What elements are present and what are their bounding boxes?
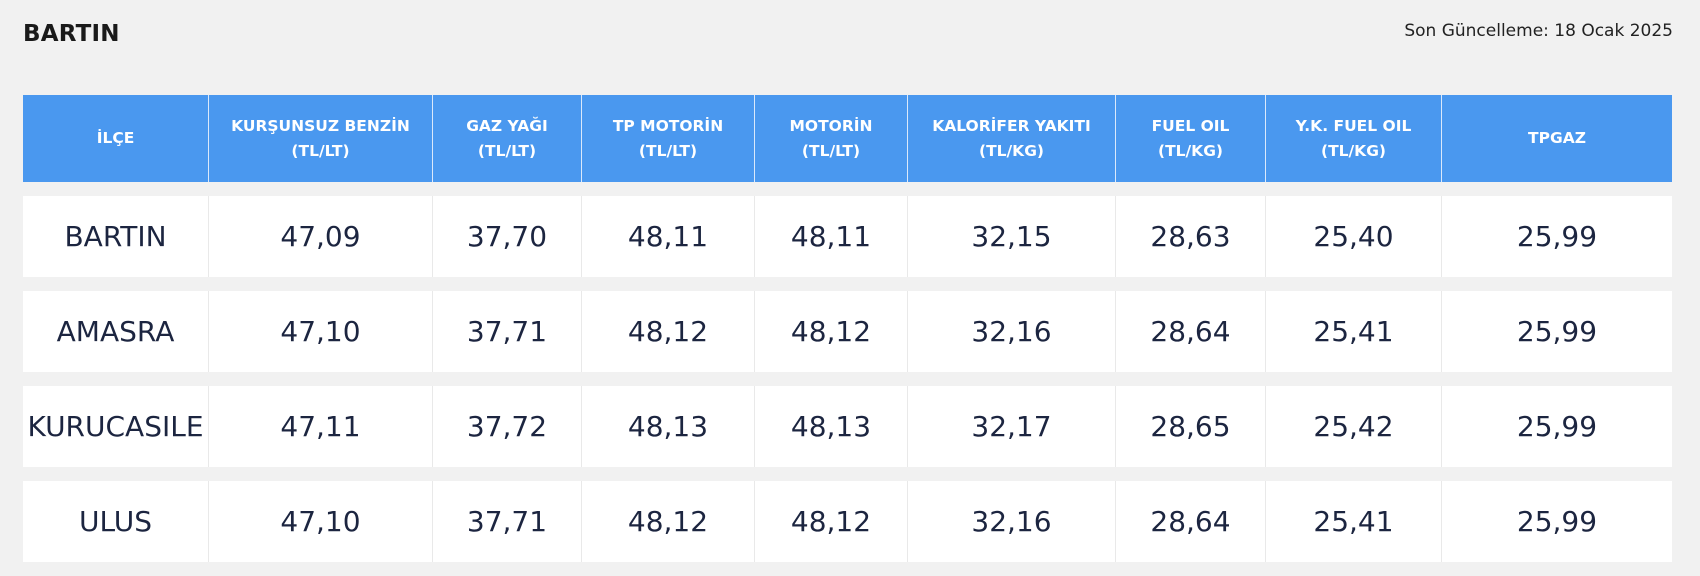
cell-price: 48,12	[755, 291, 908, 372]
cell-price: 47,10	[209, 481, 433, 562]
cell-price: 32,17	[908, 386, 1116, 467]
cell-price: 48,13	[755, 386, 908, 467]
cell-price: 37,72	[433, 386, 582, 467]
column-header-tpgaz: TPGAZ	[1442, 95, 1672, 182]
cell-district: KURUCASILE	[23, 386, 209, 467]
cell-price: 47,11	[209, 386, 433, 467]
column-header-name: TP MOTORİN	[612, 116, 724, 135]
cell-price: 25,42	[1266, 386, 1442, 467]
cell-price: 32,16	[908, 481, 1116, 562]
table-row: BARTIN 47,09 37,70 48,11 48,11 32,15 28,…	[23, 196, 1672, 277]
cell-price: 28,63	[1116, 196, 1266, 277]
cell-district: ULUS	[23, 481, 209, 562]
cell-district: BARTIN	[23, 196, 209, 277]
column-header-unit: (TL/LT)	[801, 141, 861, 160]
cell-price: 47,10	[209, 291, 433, 372]
column-header-tp-diesel: TP MOTORİN (TL/LT)	[582, 95, 755, 182]
cell-price: 48,12	[582, 291, 755, 372]
cell-price: 37,71	[433, 291, 582, 372]
column-header-name: Y.K. FUEL OIL	[1295, 116, 1412, 135]
cell-price: 37,70	[433, 196, 582, 277]
table-header-row: İLÇE KURŞUNSUZ BENZİN (TL/LT) GAZ YAĞI (…	[23, 95, 1672, 182]
cell-price: 48,12	[582, 481, 755, 562]
column-header-name: KURŞUNSUZ BENZİN	[231, 116, 410, 135]
column-header-name: TPGAZ	[1528, 129, 1586, 147]
cell-price: 25,99	[1442, 481, 1672, 562]
cell-price: 25,41	[1266, 481, 1442, 562]
column-header-hs-fuel-oil: Y.K. FUEL OIL (TL/KG)	[1266, 95, 1442, 182]
table-row: KURUCASILE 47,11 37,72 48,13 48,13 32,17…	[23, 386, 1672, 467]
last-updated: Son Güncelleme: 18 Ocak 2025	[1404, 21, 1673, 41]
cell-price: 37,71	[433, 481, 582, 562]
cell-district: AMASRA	[23, 291, 209, 372]
cell-price: 48,11	[582, 196, 755, 277]
column-header-unit: (TL/KG)	[1320, 141, 1386, 160]
cell-price: 28,64	[1116, 291, 1266, 372]
last-updated-date: 18 Ocak 2025	[1554, 21, 1673, 41]
last-updated-label: Son Güncelleme:	[1404, 21, 1549, 41]
cell-price: 25,40	[1266, 196, 1442, 277]
column-header-kerosene: GAZ YAĞI (TL/LT)	[433, 95, 582, 182]
cell-price: 28,65	[1116, 386, 1266, 467]
cell-price: 48,11	[755, 196, 908, 277]
cell-price: 25,99	[1442, 196, 1672, 277]
column-header-name: GAZ YAĞI	[466, 116, 548, 135]
column-header-fuel-oil: FUEL OIL (TL/KG)	[1116, 95, 1266, 182]
cell-price: 48,12	[755, 481, 908, 562]
cell-price: 32,16	[908, 291, 1116, 372]
column-header-district: İLÇE	[23, 95, 209, 182]
column-header-heating-fuel: KALORİFER YAKITI (TL/KG)	[908, 95, 1116, 182]
table-row: ULUS 47,10 37,71 48,12 48,12 32,16 28,64…	[23, 481, 1672, 562]
cell-price: 25,41	[1266, 291, 1442, 372]
cell-price: 25,99	[1442, 291, 1672, 372]
column-header-diesel: MOTORİN (TL/LT)	[755, 95, 908, 182]
column-header-name: İLÇE	[96, 129, 135, 147]
column-header-unit: (TL/LT)	[477, 141, 537, 160]
cell-price: 28,64	[1116, 481, 1266, 562]
column-header-unit: (TL/LT)	[291, 141, 350, 160]
cell-price: 25,99	[1442, 386, 1672, 467]
column-header-name: MOTORİN	[789, 116, 873, 135]
cell-price: 47,09	[209, 196, 433, 277]
column-header-name: FUEL OIL	[1151, 116, 1230, 135]
column-header-unit: (TL/LT)	[638, 141, 698, 160]
cell-price: 48,13	[582, 386, 755, 467]
column-header-unit: (TL/KG)	[978, 141, 1044, 160]
fuel-price-table: İLÇE KURŞUNSUZ BENZİN (TL/LT) GAZ YAĞI (…	[23, 81, 1672, 576]
column-header-unleaded-gasoline: KURŞUNSUZ BENZİN (TL/LT)	[209, 95, 433, 182]
column-header-name: KALORİFER YAKITI	[932, 116, 1091, 135]
column-header-unit: (TL/KG)	[1157, 141, 1223, 160]
table-row: AMASRA 47,10 37,71 48,12 48,12 32,16 28,…	[23, 291, 1672, 372]
city-title: BARTIN	[23, 21, 120, 47]
cell-price: 32,15	[908, 196, 1116, 277]
